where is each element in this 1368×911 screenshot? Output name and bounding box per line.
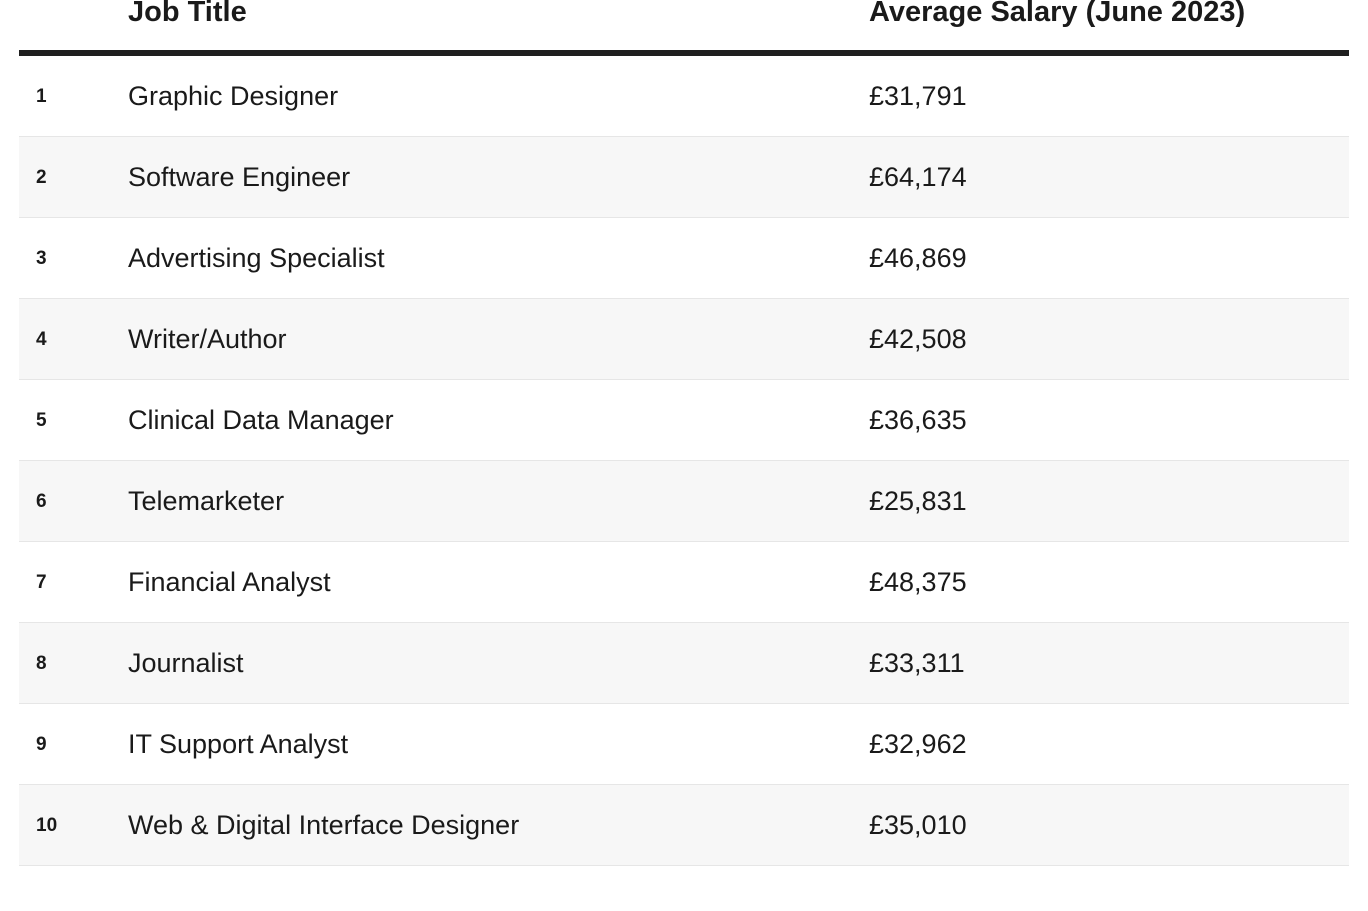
table-row: 1 Graphic Designer £31,791 [19, 56, 1349, 137]
row-job-title: Advertising Specialist [128, 243, 385, 273]
row-rank: 1 [36, 86, 47, 107]
table-row: 7 Financial Analyst £48,375 [19, 542, 1349, 623]
table-row: 2 Software Engineer £64,174 [19, 137, 1349, 218]
row-salary: £42,508 [869, 324, 967, 354]
row-salary: £31,791 [869, 81, 967, 111]
row-rank: 7 [36, 572, 47, 593]
row-salary: £33,311 [869, 648, 965, 678]
table-row: 9 IT Support Analyst £32,962 [19, 704, 1349, 785]
row-job-title: Graphic Designer [128, 81, 339, 111]
row-rank: 9 [36, 734, 47, 755]
table-row: 4 Writer/Author £42,508 [19, 299, 1349, 380]
row-salary: £64,174 [869, 162, 967, 192]
header-average-salary: Average Salary (June 2023) [869, 0, 1246, 28]
row-job-title: Journalist [128, 648, 244, 678]
row-job-title: Telemarketer [128, 486, 285, 516]
row-salary: £46,869 [869, 243, 967, 273]
row-job-title: IT Support Analyst [128, 729, 349, 759]
row-rank: 6 [36, 491, 47, 512]
row-job-title: Software Engineer [128, 162, 351, 192]
salary-table: Job Title Average Salary (June 2023) 1 G… [19, 0, 1349, 866]
row-salary: £36,635 [869, 405, 967, 435]
table-row: 8 Journalist £33,311 [19, 623, 1349, 704]
table-row: 3 Advertising Specialist £46,869 [19, 218, 1349, 299]
row-job-title: Clinical Data Manager [128, 405, 394, 435]
row-job-title: Writer/Author [128, 324, 287, 354]
row-salary: £25,831 [869, 486, 967, 516]
row-salary: £48,375 [869, 567, 967, 597]
table-header: Job Title Average Salary (June 2023) [19, 0, 1349, 56]
row-salary: £35,010 [869, 810, 967, 840]
table-row: 6 Telemarketer £25,831 [19, 461, 1349, 542]
row-rank: 4 [36, 329, 47, 350]
row-rank: 5 [36, 410, 47, 431]
header-job-title: Job Title [128, 0, 247, 28]
table-row: 5 Clinical Data Manager £36,635 [19, 380, 1349, 461]
row-job-title: Web & Digital Interface Designer [128, 810, 520, 840]
row-rank: 8 [36, 653, 47, 674]
row-salary: £32,962 [869, 729, 967, 759]
table-row: 10 Web & Digital Interface Designer £35,… [19, 785, 1349, 866]
row-rank: 10 [36, 815, 58, 836]
row-rank: 3 [36, 248, 47, 269]
row-job-title: Financial Analyst [128, 567, 331, 597]
row-rank: 2 [36, 167, 47, 188]
